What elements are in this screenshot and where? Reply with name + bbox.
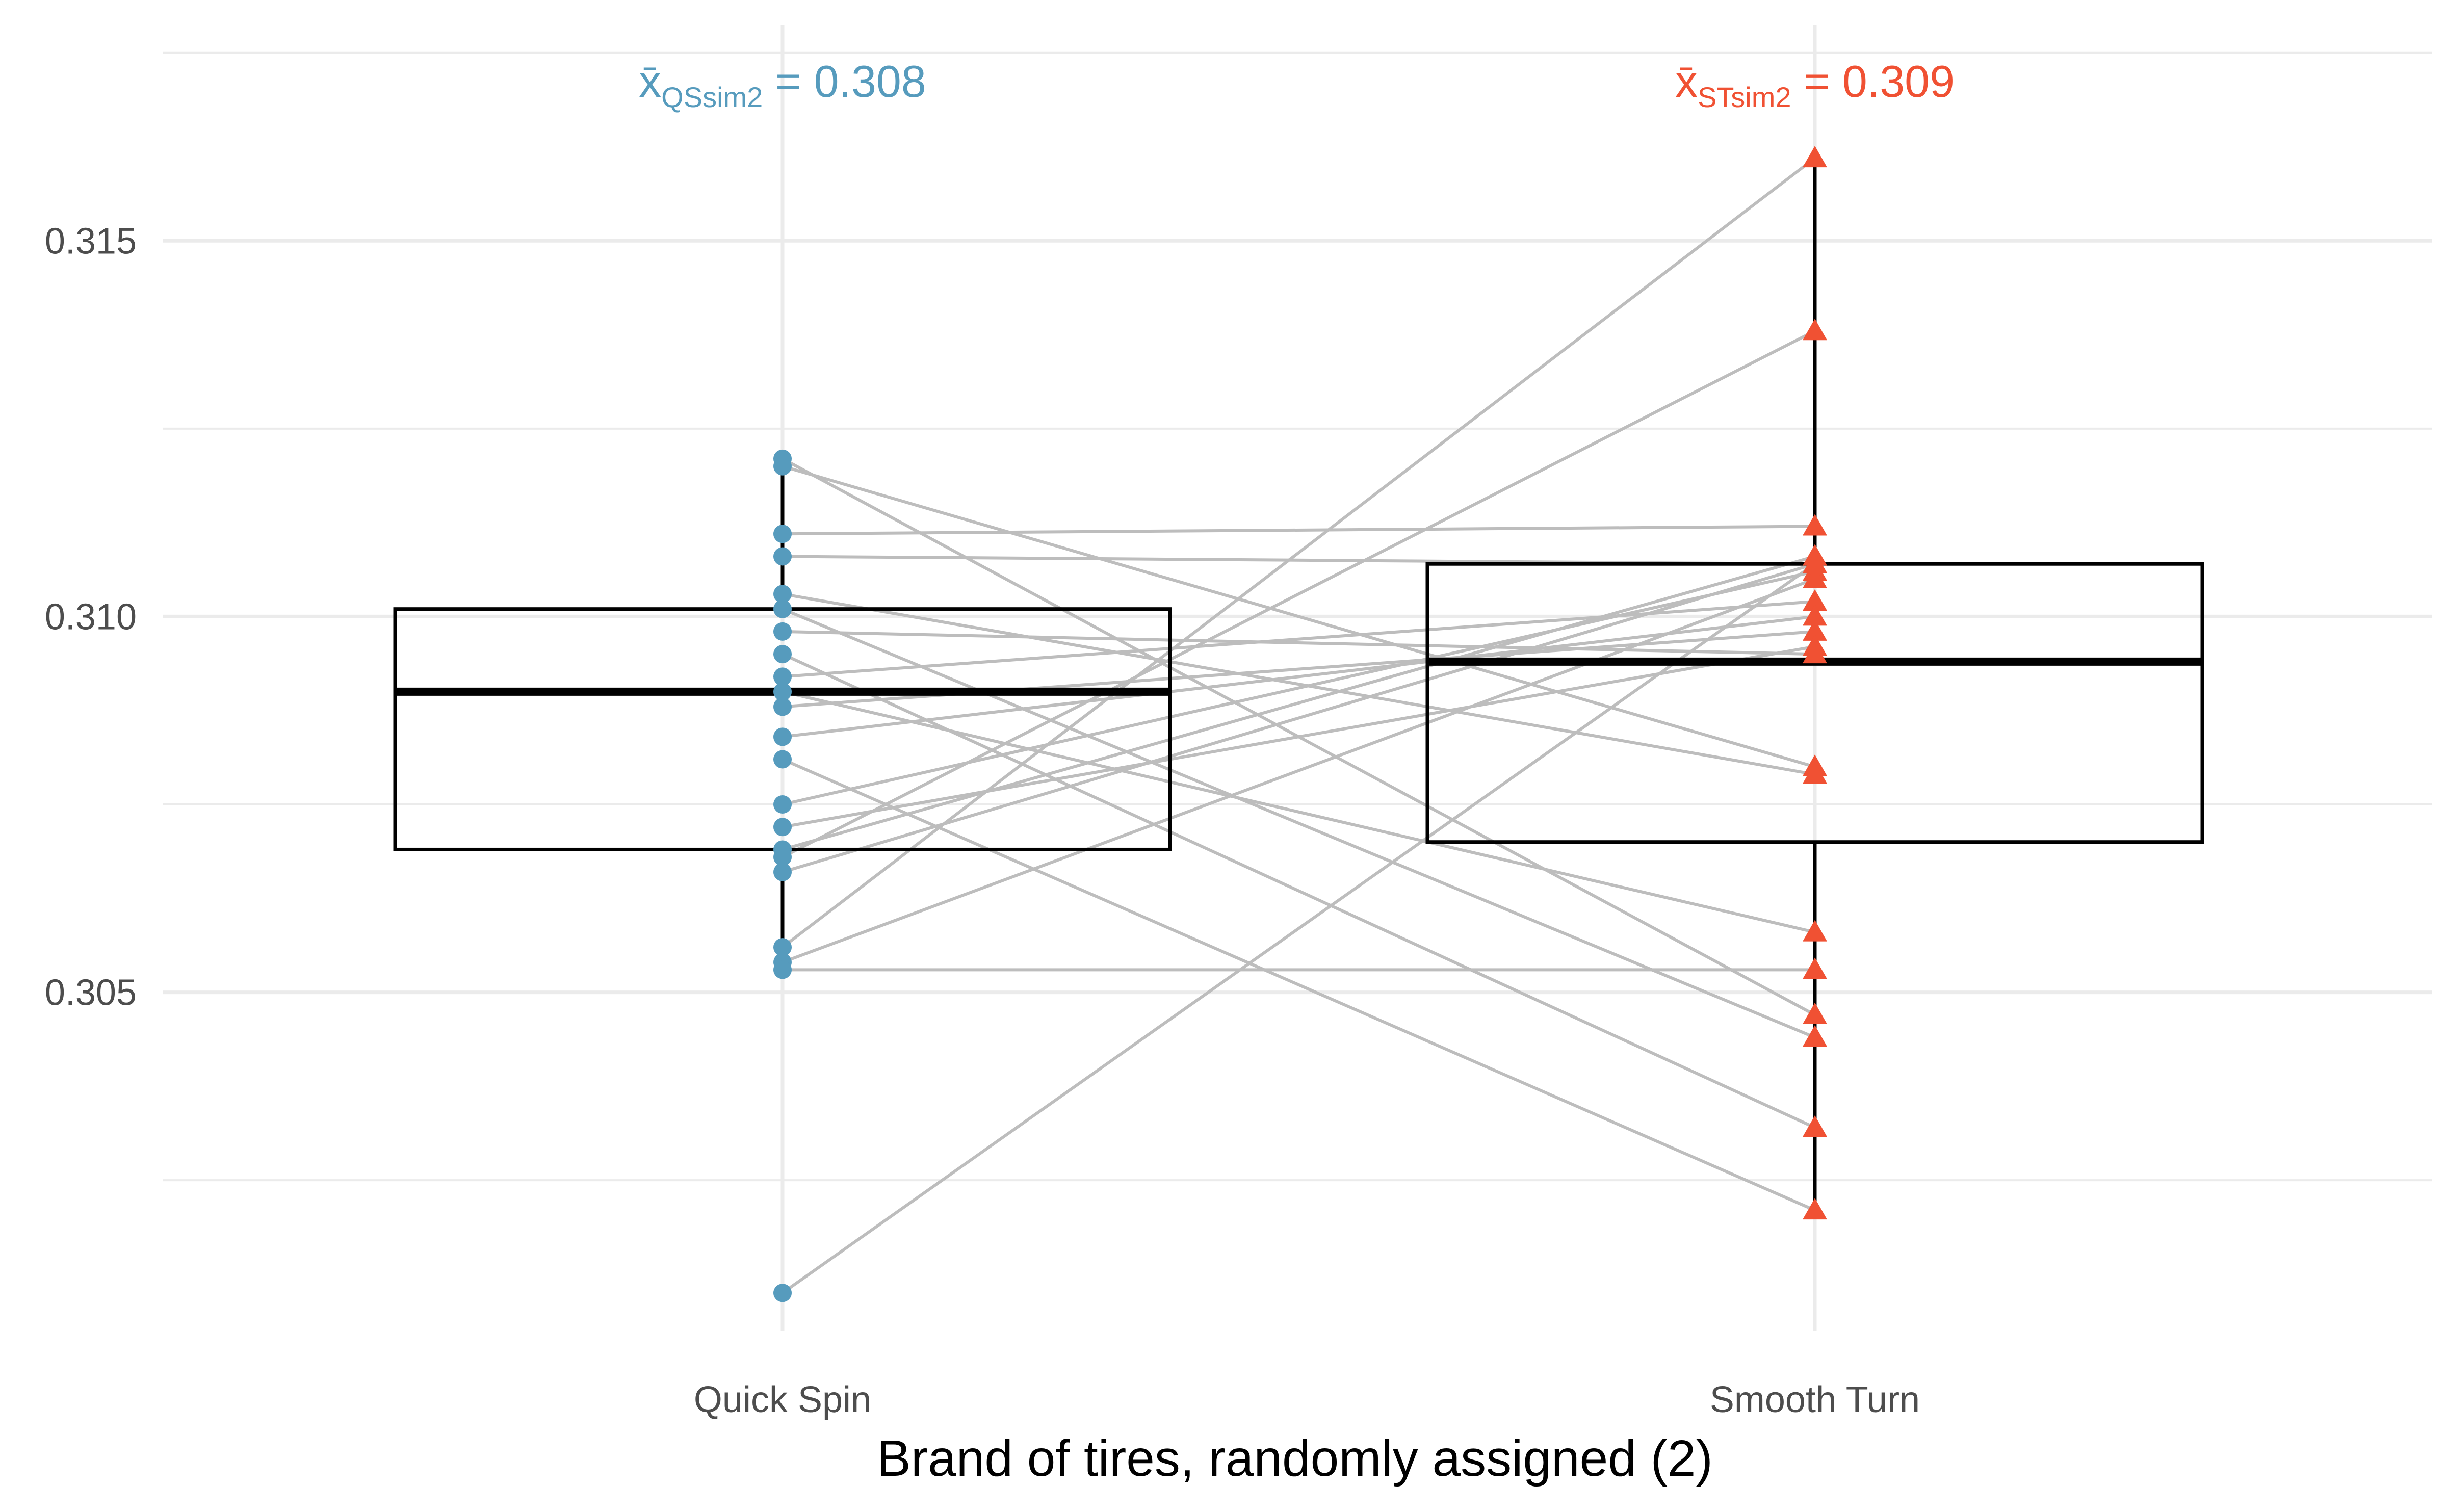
quick-spin-point (773, 667, 792, 686)
quick-spin-point (773, 960, 792, 979)
mean-subscript: QSsim2 (661, 81, 763, 113)
mean-symbol: x̄ (639, 56, 661, 107)
mean-value: = 0.309 (1791, 56, 1955, 107)
y-tick-label: 0.310 (45, 596, 137, 637)
pair-line (782, 615, 1815, 739)
mean-subscript: STsim2 (1698, 81, 1791, 113)
quick-spin-point (773, 750, 792, 769)
y-axis-ticks: 0.305 0.310 0.315 (45, 221, 137, 1013)
pair-line (782, 329, 1816, 858)
smooth-turn-point (1803, 619, 1827, 641)
pair-line (782, 157, 1816, 949)
x-axis-title: Brand of tires, randomly assigned (2) (877, 1430, 1713, 1487)
pair-line (782, 690, 1815, 934)
pair-line (782, 645, 1815, 829)
smooth-turn-point (1803, 1002, 1827, 1024)
quick-spin-point (773, 727, 792, 746)
pair-lines (782, 157, 1816, 1294)
pair-line (782, 525, 1815, 536)
mean-symbol: x̄ (1675, 56, 1698, 107)
quick-spin-point (773, 622, 792, 641)
pair-line (782, 653, 1816, 1129)
grid-layer (163, 25, 2432, 1331)
pair-line (782, 630, 1815, 656)
smooth-turn-point (1803, 634, 1827, 656)
smooth-turn-point (1803, 762, 1827, 784)
pair-line (782, 562, 1815, 874)
smooth-turn-point (1803, 604, 1827, 626)
quick-spin-point (773, 645, 792, 664)
y-tick-label: 0.305 (45, 973, 137, 1013)
smooth-turn-point (1803, 920, 1827, 942)
pair-line (782, 464, 1815, 769)
quick-spin-point (773, 848, 792, 867)
y-tick-label: 0.315 (45, 221, 137, 262)
quick-spin-point (773, 547, 792, 566)
mean-annotation-quick-spin: x̄QSsim2 = 0.308 (639, 56, 926, 113)
pair-line (782, 577, 1816, 964)
quick-spin-point (773, 818, 792, 837)
x-tick-label: Smooth Turn (1710, 1379, 1920, 1420)
smooth-turn-point (1803, 566, 1827, 588)
smooth-turn-point (1803, 589, 1827, 611)
pair-line (782, 570, 1815, 806)
mean-annotation-smooth-turn: x̄STsim2 = 0.309 (1675, 56, 1955, 113)
pair-line (782, 758, 1816, 1212)
smooth-turn-point (1803, 319, 1827, 341)
quick-spin-point (773, 795, 792, 814)
quick-spin-point (773, 457, 792, 476)
smooth-turn-point (1803, 1025, 1827, 1047)
smooth-turn-point (1803, 1198, 1827, 1220)
smooth-turn-point (1803, 514, 1827, 536)
data-points (773, 146, 1827, 1302)
quick-spin-point (773, 599, 792, 618)
pair-line (782, 592, 1815, 776)
quick-spin-point (773, 1284, 792, 1302)
quick-spin-point (773, 682, 792, 701)
quick-spin-point (773, 938, 792, 957)
x-tick-label: Quick Spin (694, 1379, 871, 1420)
quick-spin-point (773, 697, 792, 716)
pair-line (782, 562, 1816, 1294)
mean-value: = 0.308 (763, 56, 926, 107)
x-axis-ticks: Quick Spin Smooth Turn (694, 1379, 1920, 1420)
quick-spin-point (773, 585, 792, 604)
smooth-turn-point (1803, 146, 1827, 168)
smooth-turn-point (1803, 957, 1827, 979)
pair-line (782, 607, 1816, 1039)
quick-spin-point (773, 863, 792, 881)
pair-line (782, 555, 1815, 851)
quick-spin-point (773, 525, 792, 543)
smooth-turn-point (1803, 1115, 1827, 1137)
smooth-turn-point (1803, 552, 1827, 573)
